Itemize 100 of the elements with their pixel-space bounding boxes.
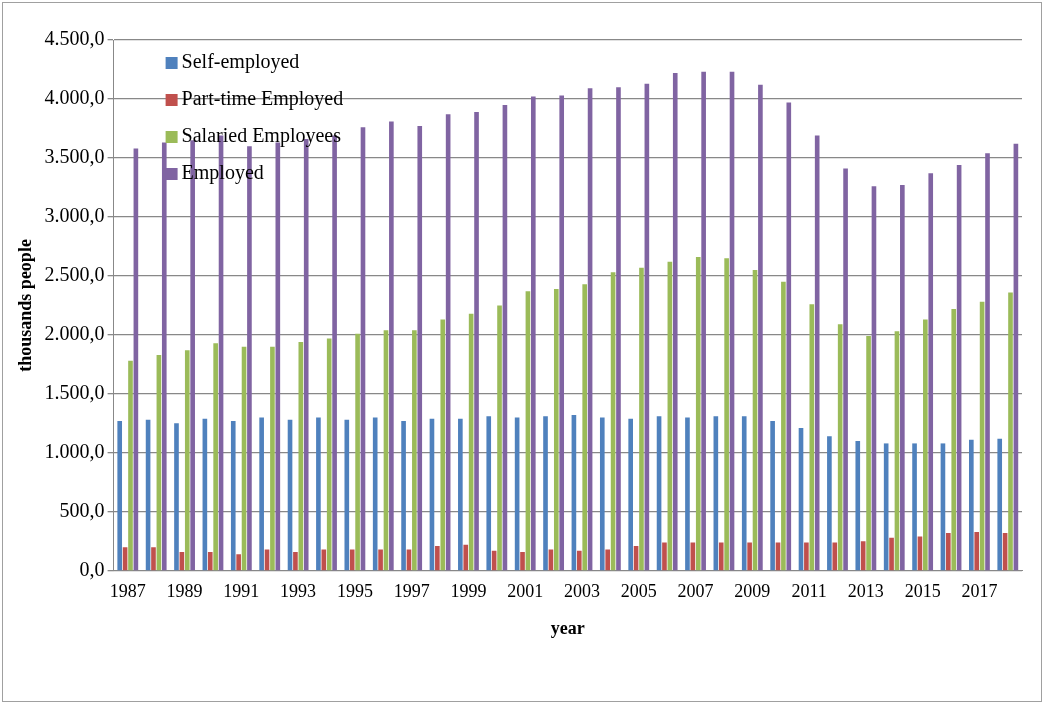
legend-label: Part-time Employed [181,87,344,111]
bar [786,102,792,571]
bar [866,336,871,571]
x-tick-label: 1987 [109,581,146,602]
bar [559,95,565,571]
bar [770,421,775,571]
bar [724,258,729,571]
y-tick-label: 1.500,0 [44,381,105,404]
bar [951,308,957,571]
y-tick-label: 1.000,0 [44,440,105,463]
bar [928,173,934,571]
y-tick-label: 3.500,0 [44,145,105,168]
bar [781,281,786,571]
bar [184,350,190,571]
bar [974,531,980,571]
bar [672,73,678,571]
x-tick-label: 2015 [904,581,941,602]
y-axis-title: thousands people [15,239,36,372]
bar [912,443,917,571]
bar [474,111,479,571]
bar [814,135,820,571]
bar [401,421,406,571]
y-tick-label: 3.000,0 [44,204,105,227]
bar [486,416,492,571]
bar [741,416,747,571]
bar [695,257,701,571]
x-tick-label: 2017 [961,581,998,602]
y-tick-label: 0,0 [79,558,105,581]
bar [1008,292,1013,571]
bar [804,542,809,571]
bar [344,419,350,571]
x-tick-label: 2013 [847,581,884,602]
bar [576,550,582,571]
x-axis-title: year [550,617,585,638]
bar [458,418,463,571]
y-tick-label: 4.500,0 [44,27,105,50]
y-tick-label: 4.000,0 [44,86,105,109]
bar [582,284,588,571]
bar [616,87,621,571]
bar [889,537,894,571]
bar [463,544,469,571]
bar [809,304,815,571]
bar [969,439,974,571]
x-tick-label: 1989 [166,581,203,602]
bar [639,267,644,571]
x-tick-label: 1995 [336,581,373,602]
bar [207,551,213,571]
bar [270,346,275,571]
bar [435,546,440,571]
bar [543,416,548,571]
bar [843,168,848,571]
bar [293,551,298,571]
bar [855,441,861,571]
y-tick-label: 500,0 [59,499,105,522]
bar [316,417,321,571]
bar [628,418,633,571]
x-tick-label: 2001 [507,581,544,602]
bar [497,305,502,571]
legend-label: Self-employed [181,50,300,74]
bar [412,330,417,571]
x-tick-label: 1991 [223,581,260,602]
y-tick-label: 2.000,0 [44,322,105,345]
bar [718,542,724,571]
bar [985,153,990,571]
bar [758,84,763,571]
bar [117,421,123,571]
bar [605,549,610,571]
bar [349,549,355,571]
x-tick-label: 2003 [563,581,600,602]
bar [530,96,536,571]
bar [378,549,383,571]
bar [520,551,525,571]
bar [662,542,667,571]
bar [827,436,832,571]
bar [440,319,446,571]
bar [128,360,133,571]
bar [321,549,327,571]
bar [174,423,179,571]
bar [213,343,218,571]
bar [151,547,156,571]
x-tick-label: 2005 [620,581,657,602]
x-tick-label: 2009 [734,581,771,602]
bar [236,554,241,571]
bar [923,319,928,571]
x-tick-label: 1997 [393,581,430,602]
bar [417,126,423,571]
x-tick-label: 1999 [450,581,487,602]
bar [326,338,332,571]
y-tick-label: 2.500,0 [44,263,105,286]
x-tick-label: 2011 [791,581,827,602]
bar [355,333,360,571]
x-tick-label: 1993 [280,581,317,602]
legend-label: Salaried Employees [181,124,342,148]
bar [259,417,264,571]
bar [389,121,394,571]
bar [997,438,1003,571]
bar [372,417,378,571]
bar [701,71,706,571]
bar [298,341,304,571]
x-tick-label: 2007 [677,581,714,602]
